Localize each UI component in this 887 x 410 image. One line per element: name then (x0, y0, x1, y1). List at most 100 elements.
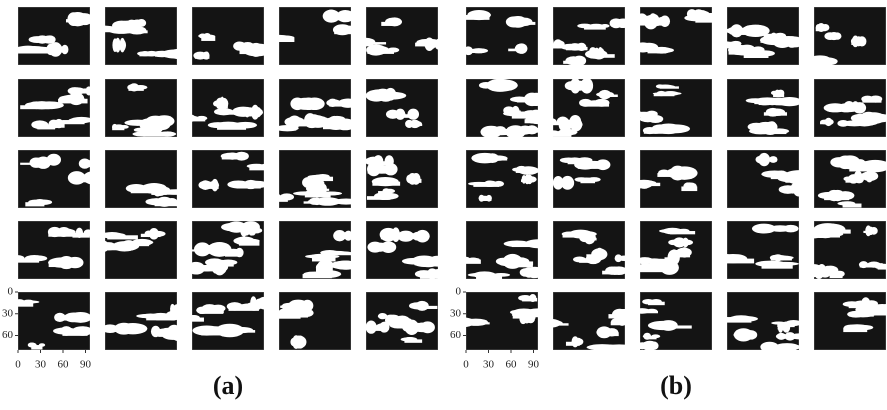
mask-panel (366, 221, 458, 280)
x-tick-label: 60 (506, 359, 518, 371)
cloud-base (602, 271, 621, 275)
cloud-base (781, 336, 799, 338)
cloud-base (603, 95, 618, 97)
cloud-base (358, 42, 386, 44)
cloud-base (428, 44, 439, 47)
cloud-base (563, 61, 581, 64)
cloud (781, 324, 789, 330)
cloud-base (476, 275, 502, 280)
cloud (755, 225, 776, 233)
cloud-base (820, 122, 831, 124)
cloud-base (762, 160, 777, 162)
x-tick-label: 0 (463, 359, 469, 371)
cloud-base (368, 169, 395, 173)
cloud-base (566, 342, 580, 346)
cloud (648, 321, 677, 330)
cloud-base (130, 23, 143, 26)
panel-bg (814, 292, 886, 350)
cloud-base (525, 119, 544, 123)
cloud-base (773, 93, 784, 97)
cloud-base (522, 298, 537, 301)
cloud-base (616, 258, 634, 260)
cloud-base (590, 54, 615, 58)
cloud (769, 156, 778, 163)
cloud-base (293, 342, 305, 345)
cloud-base (638, 346, 655, 349)
y-tick-label: 60 (2, 329, 14, 341)
cloud-base (654, 93, 675, 96)
cloud-base (134, 121, 164, 125)
y-tick-label: 0 (456, 286, 462, 298)
cloud-base (636, 311, 658, 313)
cloud-base (463, 15, 489, 20)
cloud-base (459, 51, 482, 53)
mask-panel (727, 150, 821, 208)
cloud-base (404, 339, 422, 342)
cloud-base (66, 19, 86, 22)
cloud-base (324, 16, 346, 19)
cloud (333, 230, 346, 241)
cloud-base (367, 50, 394, 54)
cloud-base (81, 164, 96, 166)
mask-panel (192, 7, 271, 65)
cloud-base (858, 118, 884, 121)
cloud-base (393, 114, 417, 118)
mask-panel (814, 150, 887, 208)
cloud-base (843, 328, 867, 333)
cloud-base (273, 314, 300, 319)
cloud-base (460, 260, 481, 264)
cloud-base (857, 176, 876, 178)
cloud-base (217, 125, 246, 130)
cloud-base (814, 271, 832, 276)
cloud-base (722, 319, 751, 323)
cloud-base (521, 179, 532, 182)
cloud-base (50, 49, 66, 52)
cloud-base (12, 302, 33, 307)
cloud-base (231, 227, 257, 230)
cloud-base (304, 201, 321, 203)
cloud (264, 193, 277, 200)
mask-panel (727, 79, 802, 137)
x-tick-label: 90 (80, 359, 92, 371)
cloud (52, 157, 58, 163)
cloud-base (860, 265, 876, 268)
panel-bg (105, 292, 177, 350)
cloud-base (249, 166, 276, 170)
cloud-base (316, 268, 333, 273)
cloud-base (20, 163, 43, 165)
cloud (443, 259, 453, 266)
cloud-base (639, 268, 671, 273)
cloud-base (410, 179, 422, 183)
y-tick-label: 60 (450, 329, 462, 341)
cloud-base (834, 108, 864, 112)
cloud-base (303, 274, 332, 278)
panel-bg (366, 79, 438, 137)
cloud-base (239, 241, 259, 246)
cloud-base (31, 345, 42, 349)
cloud-base (75, 91, 90, 94)
cloud-base (584, 103, 609, 107)
cloud-base (516, 312, 547, 317)
cloud-base (195, 56, 210, 59)
cloud-base (52, 124, 65, 128)
cloud-base (769, 347, 796, 351)
cloud-base (62, 120, 84, 124)
cloud (437, 258, 456, 267)
cloud-base (857, 310, 876, 314)
cloud-base (323, 202, 352, 204)
cloud-base (203, 185, 218, 189)
y-tick-label: 0 (8, 286, 14, 298)
x-tick-label: 30 (35, 359, 47, 371)
cloud-base (214, 262, 233, 266)
cloud (413, 232, 421, 241)
cloud-base (724, 259, 755, 264)
cloud-base (806, 61, 831, 65)
cloud-base (155, 54, 180, 57)
cloud-base (551, 44, 562, 49)
cloud-base (128, 87, 143, 91)
mask-panel (102, 292, 189, 350)
cloud-base (155, 202, 180, 206)
cloud-base (264, 38, 295, 42)
mask-panel (549, 7, 634, 66)
figure: 030609003060(a)030609003060(b) (0, 0, 887, 410)
